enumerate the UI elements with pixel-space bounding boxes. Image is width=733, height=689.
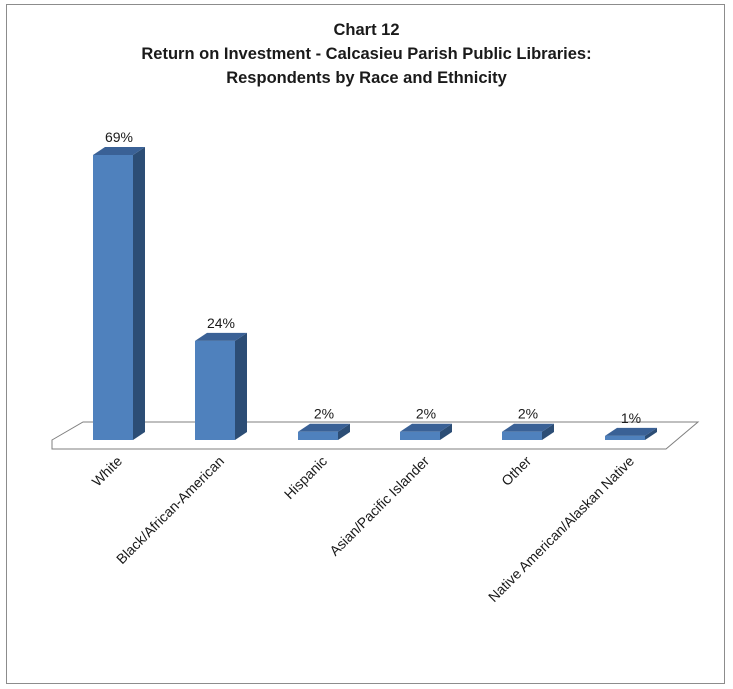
bar-native-american-alaskan-native (605, 427, 657, 440)
bar-top-white (93, 147, 145, 155)
chart-title-block: Chart 12 Return on Investment - Calcasie… (0, 18, 733, 90)
bar-side-native-american-alaskan-native (645, 427, 657, 440)
bar-front-hispanic (298, 431, 338, 440)
category-label-hispanic: Hispanic (281, 453, 330, 502)
bar-side-black-african-american (235, 332, 247, 440)
data-label-hispanic: 2% (314, 406, 334, 422)
chart-floor (51, 421, 700, 450)
chart-subtitle-line-1: Return on Investment - Calcasieu Parish … (141, 45, 592, 63)
category-label-asian-pacific-islander: Asian/Pacific Islander (326, 453, 432, 559)
bar-top-black-african-american (195, 332, 247, 341)
bar-top-other (502, 423, 554, 432)
bar-front-asian-pacific-islander (400, 431, 440, 440)
bar-top-native-american-alaskan-native (605, 427, 657, 436)
bar-other (502, 423, 554, 440)
bar-top-asian-pacific-islander (400, 423, 452, 432)
bar-side-asian-pacific-islander (440, 423, 452, 440)
data-label-native-american-alaskan-native: 1% (621, 410, 641, 426)
bar-white (93, 147, 145, 440)
data-label-black-african-american: 24% (207, 315, 235, 331)
floor-plane (51, 421, 700, 450)
data-label-other: 2% (518, 406, 538, 422)
data-label-asian-pacific-islander: 2% (416, 406, 436, 422)
bar-front-white (93, 155, 133, 440)
data-label-white: 69% (105, 129, 133, 145)
bar-front-native-american-alaskan-native (605, 435, 645, 440)
bar-black-african-american (195, 332, 247, 440)
category-label-black-african-american: Black/African-American (113, 453, 227, 567)
category-label-white: White (88, 453, 125, 490)
bar-front-other (502, 431, 542, 440)
bar-side-white (133, 147, 145, 440)
bar-side-hispanic (338, 423, 350, 440)
bar-front-black-african-american (195, 340, 235, 440)
data-labels-group: 69% 24% 2% 2% 2% 1% (105, 129, 641, 426)
bar-side-other (542, 423, 554, 440)
bars-group (93, 147, 657, 440)
chart-title: Chart 12 (333, 21, 400, 39)
chart-subtitle-line-2: Respondents by Race and Ethnicity (226, 69, 507, 87)
bar-hispanic (298, 423, 350, 440)
category-label-other: Other (498, 453, 534, 489)
bar-asian-pacific-islander (400, 423, 452, 440)
bar-top-hispanic (298, 423, 350, 432)
